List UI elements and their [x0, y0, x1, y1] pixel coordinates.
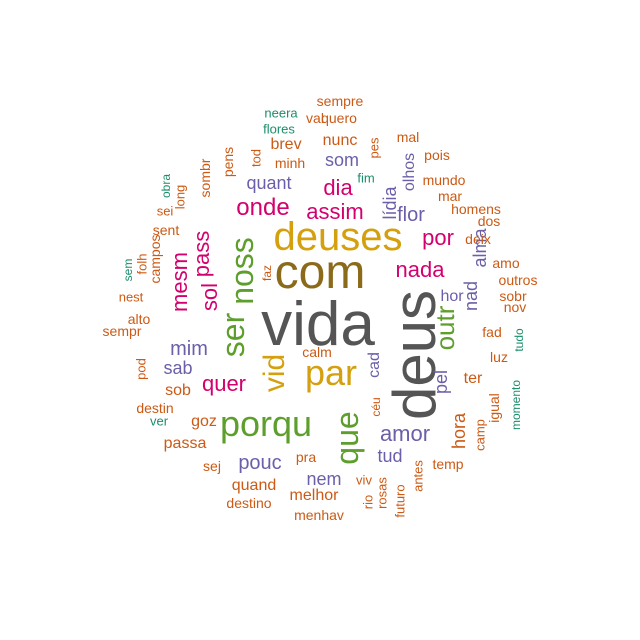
word-97: sem — [121, 258, 135, 282]
word-73: sei — [156, 203, 174, 219]
word-19: sol — [197, 282, 222, 312]
word-95: ver — [149, 413, 169, 429]
word-39: sob — [165, 382, 191, 399]
word-12: onde — [236, 194, 290, 221]
word-85: igual — [486, 393, 502, 423]
word-48: mundo — [422, 172, 466, 188]
word-67: pois — [424, 147, 450, 163]
word-1: vida — [261, 290, 375, 359]
word-11: outr — [430, 305, 460, 351]
word-26: nem — [306, 469, 342, 489]
word-83: pod — [133, 358, 149, 380]
word-5: par — [304, 352, 358, 393]
word-14: dia — [323, 175, 353, 200]
word-15: nada — [395, 257, 445, 282]
word-89: rosas — [374, 477, 390, 509]
word-87: antes — [410, 460, 426, 492]
word-93: flores — [263, 121, 295, 137]
word-25: tud — [377, 446, 403, 466]
word-7: porqu — [219, 403, 313, 444]
word-49: deix — [465, 231, 491, 247]
word-59: pra — [295, 449, 317, 465]
word-66: dos — [477, 213, 501, 229]
word-75: hora — [449, 412, 469, 450]
word-28: som — [324, 150, 360, 170]
word-90: rio — [360, 494, 376, 510]
word-65: homens — [451, 201, 501, 217]
word-17: por — [422, 225, 454, 250]
word-72: nest — [118, 289, 144, 305]
word-55: destino — [226, 495, 272, 511]
word-99: momento — [509, 379, 523, 431]
word-23: flor — [397, 204, 425, 226]
word-98: tudo — [512, 328, 526, 352]
word-94: fim — [357, 170, 375, 186]
word-64: nov — [503, 299, 527, 315]
word-18: pass — [189, 230, 214, 278]
word-92: neera — [264, 105, 298, 121]
word-35: cad — [366, 352, 383, 378]
word-33: lídia — [380, 186, 400, 220]
word-86: camp — [472, 419, 488, 451]
word-27: sab — [163, 358, 193, 378]
word-4: deuses — [273, 215, 403, 259]
word-8: noss — [224, 237, 260, 305]
word-76: sombr — [197, 158, 213, 198]
word-80: campos — [147, 234, 163, 284]
word-68: mal — [396, 129, 420, 145]
word-77: pens — [220, 146, 236, 178]
word-52: sempr — [102, 323, 142, 339]
word-29: quant — [246, 173, 292, 193]
word-13: assim — [306, 199, 364, 224]
word-54: destin — [136, 400, 174, 416]
word-44: nunc — [322, 132, 358, 149]
word-63: sobr — [499, 288, 527, 304]
word-40: quand — [231, 477, 277, 494]
word-82: long — [172, 184, 188, 210]
word-43: brev — [270, 136, 302, 153]
word-9: ser — [215, 312, 251, 358]
word-21: amor — [379, 421, 431, 446]
word-47: mar — [437, 188, 463, 204]
word-24: pouc — [238, 452, 282, 474]
word-42: passa — [163, 435, 207, 452]
word-57: temp — [432, 456, 464, 472]
word-69: sempre — [316, 93, 364, 109]
word-58: sej — [203, 458, 221, 474]
word-56: menhav — [294, 507, 344, 523]
word-88: futuro — [392, 484, 408, 518]
word-6: vid — [258, 353, 291, 393]
word-61: amo — [492, 255, 520, 271]
word-3: com — [274, 246, 366, 299]
word-91: céu — [369, 397, 383, 417]
word-31: nad — [461, 280, 481, 312]
word-96: obra — [159, 173, 173, 199]
word-78: tod — [248, 148, 264, 168]
word-10: que — [329, 411, 365, 465]
word-70: quero — [321, 110, 357, 126]
word-16: quer — [201, 371, 247, 396]
word-30: hor — [440, 288, 464, 305]
word-62: outros — [498, 272, 538, 288]
word-37: ter — [463, 370, 483, 387]
word-50: luz — [490, 349, 508, 365]
word-45: minh — [274, 155, 306, 171]
word-79: pes — [366, 137, 382, 159]
word-38: goz — [191, 413, 217, 430]
word-36: olhos — [401, 152, 418, 192]
word-60: calm — [302, 344, 332, 360]
word-22: mim — [170, 338, 208, 360]
word-71: val — [306, 110, 324, 126]
word-34: pel — [431, 369, 451, 395]
word-81: folh — [134, 253, 150, 275]
word-53: alto — [127, 311, 151, 327]
word-84: faz — [260, 264, 274, 282]
word-20: mesm — [167, 252, 192, 312]
word-41: melhor — [289, 487, 339, 504]
word-46: sent — [152, 222, 180, 238]
word-51: fad — [482, 324, 502, 340]
word-74: viv — [356, 472, 372, 488]
